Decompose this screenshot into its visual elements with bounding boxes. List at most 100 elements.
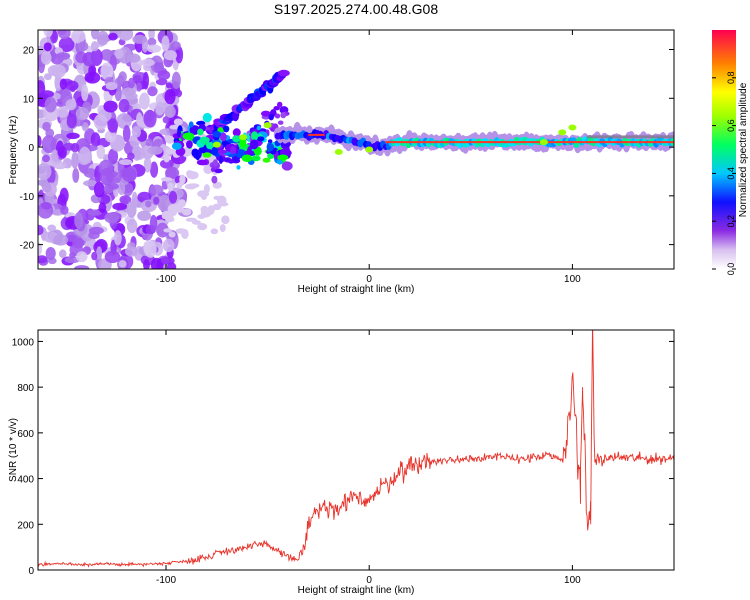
noise-blob [137,210,152,222]
colorbar-tick-label: 0.8 [726,72,736,85]
signal-blob [182,132,195,140]
noise-blob [167,182,174,191]
noise-blob [117,181,126,196]
noise-blob [147,86,158,97]
noise-blob [185,217,198,222]
noise-blob [184,183,197,190]
noise-blob [159,159,174,169]
noise-blob [143,259,150,269]
noise-blob [113,230,122,246]
snr-plot-area [38,330,674,568]
noise-blob [164,88,176,105]
noise-blob [155,78,168,86]
colorbar-tick-label: 0.0 [726,263,736,276]
noise-blob [91,251,98,261]
signal-blob [281,161,293,171]
noise-blob [45,246,56,261]
signal-blob [251,131,259,141]
noise-blob [41,202,52,210]
signal-blob [232,135,241,143]
noise-blob [171,71,181,90]
noise-blob [84,71,101,84]
colorbar-tick-label: 0.2 [726,215,736,228]
noise-blob [153,61,165,74]
noise-blob [132,74,142,84]
x-tick-label: -100 [156,575,176,586]
noise-blob [108,32,118,41]
noise-blob [165,166,180,180]
noise-blob [43,42,52,52]
snr-y-axis: 0 200 400 600 800 1000 [12,337,674,577]
signal-blob [171,142,182,150]
noise-blob [179,174,186,185]
noise-blob [168,231,176,238]
noise-blob [114,48,124,60]
noise-blob [70,142,80,153]
noise-blob [43,73,52,81]
noise-blob [160,177,173,182]
bright-spot [539,139,548,146]
noise-blob [53,234,69,246]
noise-blob [163,228,172,233]
signal-blob [202,112,212,123]
signal-blob [262,157,271,163]
noise-blob [83,168,98,178]
noise-blob [118,159,133,166]
noise-blob [165,148,176,155]
noise-blob [131,125,142,138]
track-blob [276,101,283,108]
y-tick-label: 0 [28,566,34,577]
noise-blob [47,224,57,232]
noise-blob [175,45,184,64]
noise-blob [127,152,135,160]
y-tick-label: 200 [17,520,34,531]
track-blob [232,111,239,122]
signal-blob [195,153,200,161]
noise-blob [57,146,67,159]
track-blob [277,69,290,77]
noise-blob [146,44,162,53]
noise-blob [88,226,104,235]
signal-blob [241,154,253,163]
y-tick-label: 800 [17,383,34,394]
signal-blob [277,154,289,161]
track-blob [218,156,223,164]
figure-title: S197.2025.274.00.48.G08 [274,1,438,17]
noise-blob [156,222,169,238]
noise-blob [213,195,221,201]
noise-blob [87,209,103,216]
noise-blob [66,113,77,129]
snr-x-axis-label: Height of straight line (km) [298,585,415,596]
spectrogram-plot-area [38,30,674,269]
noise-blob [116,112,132,129]
noise-blob [143,109,157,128]
noise-blob [104,130,117,143]
noise-blob [144,138,154,147]
track-blob [280,111,287,119]
bright-spot [334,148,343,155]
noise-blob [38,242,43,256]
noise-blob [38,135,42,148]
noise-blob [108,148,119,165]
noise-blob [173,118,183,126]
y-tick-label: 0 [28,143,34,154]
noise-blob [42,154,50,163]
noise-blob [81,122,89,132]
noise-blob [122,125,131,143]
noise-blob [75,107,90,121]
noise-blob [221,215,230,225]
noise-blob [44,96,57,113]
noise-blob [93,114,108,130]
noise-blob [117,30,134,41]
y-tick-label: -10 [20,192,35,203]
noise-blob [168,190,178,204]
noise-blob [56,52,71,60]
noise-blob [145,200,152,208]
bright-spot [558,129,567,136]
spectrogram-x-axis: -100 0 100 [156,30,581,285]
noise-blob [136,112,143,127]
noise-blob [107,118,119,133]
noise-blob [59,78,67,90]
noise-blob [38,224,44,236]
noise-blob [100,168,114,186]
